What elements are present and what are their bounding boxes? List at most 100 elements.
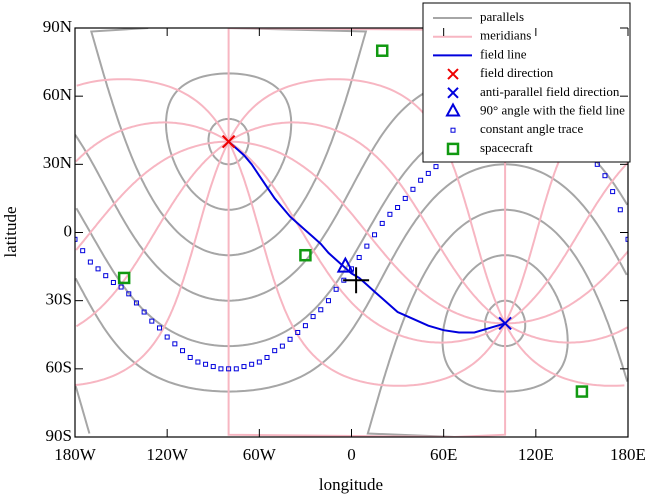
- marker: [110, 279, 116, 285]
- marker: [256, 359, 262, 365]
- marker: [218, 366, 224, 372]
- marker: [575, 385, 589, 398]
- marker: [164, 334, 170, 340]
- marker: [149, 318, 155, 324]
- marker: [141, 309, 147, 315]
- y-tick-label: 90N: [43, 17, 72, 36]
- legend-label: 90° angle with the field line: [480, 102, 625, 117]
- marker: [126, 291, 132, 297]
- y-axis-label: latitude: [1, 207, 20, 258]
- marker: [172, 341, 178, 347]
- marker: [226, 366, 232, 372]
- marker: [375, 44, 389, 57]
- legend-label: meridians: [480, 28, 531, 43]
- y-tick-label: 30N: [43, 153, 72, 172]
- marker: [625, 236, 628, 242]
- marker: [87, 259, 93, 265]
- marker: [602, 173, 608, 179]
- marker: [233, 366, 239, 372]
- marker: [325, 298, 331, 304]
- marker: [336, 256, 355, 273]
- x-tick-label: 60E: [430, 445, 457, 464]
- y-tick-label: 90S: [46, 426, 72, 445]
- meridian: [75, 121, 628, 325]
- marker: [299, 248, 312, 262]
- legend-label: field line: [480, 46, 527, 61]
- marker: [156, 325, 162, 331]
- marker: [402, 195, 408, 201]
- legend-box: [422, 2, 631, 163]
- marker: [395, 205, 401, 211]
- field-line: [227, 140, 506, 334]
- legend-label: field direction: [480, 65, 554, 80]
- marker: [379, 220, 385, 226]
- legend-swatch: [446, 142, 460, 156]
- y-tick-label: 60S: [46, 358, 72, 377]
- legend-label: spacecraft: [480, 140, 533, 155]
- marker: [617, 207, 623, 213]
- marker: [318, 307, 324, 313]
- legend-label: anti-parallel field direction: [480, 84, 620, 99]
- marker: [425, 170, 431, 176]
- marker: [80, 248, 86, 254]
- x-tick-label: 120E: [518, 445, 554, 464]
- marker: [295, 329, 301, 335]
- marker: [95, 266, 101, 272]
- marker: [272, 348, 278, 354]
- meridian: [227, 141, 506, 387]
- marker: [610, 189, 616, 195]
- marker: [195, 359, 201, 365]
- y-tick-label: 30S: [46, 290, 72, 309]
- marker: [387, 211, 393, 217]
- meridian: [75, 141, 625, 387]
- marker: [264, 354, 270, 360]
- x-tick-label: 180E: [610, 445, 646, 464]
- legend-swatch: [447, 87, 459, 99]
- marker: [241, 364, 247, 370]
- legend-label: parallels: [480, 9, 524, 24]
- marker: [333, 286, 339, 292]
- marker: [103, 273, 109, 279]
- marker: [117, 271, 131, 285]
- marker: [410, 186, 416, 192]
- x-tick-label: 180W: [54, 445, 97, 464]
- marker: [364, 243, 370, 249]
- marker: [433, 164, 439, 170]
- meridian: [75, 140, 628, 344]
- meridian: [228, 140, 506, 325]
- marker: [498, 316, 512, 331]
- meridian: [228, 140, 506, 344]
- x-tick-label: 60W: [243, 445, 277, 464]
- marker: [418, 177, 424, 183]
- marker: [310, 314, 316, 320]
- marker: [356, 254, 362, 260]
- meridian: [228, 121, 506, 325]
- marker: [133, 300, 139, 306]
- meridian: [75, 140, 628, 325]
- x-axis-label: longitude: [319, 475, 383, 494]
- marker: [203, 361, 209, 367]
- parallel: [75, 163, 628, 393]
- marker: [75, 236, 78, 242]
- x-tick-label: 0: [347, 445, 356, 464]
- marker: [372, 232, 378, 238]
- x-tick-label: 120W: [146, 445, 189, 464]
- marker: [249, 361, 255, 367]
- marker: [221, 134, 236, 149]
- marker: [118, 284, 124, 290]
- marker: [279, 343, 285, 349]
- legend-swatch: [447, 68, 459, 80]
- crosshair: [343, 267, 370, 294]
- y-tick-label: 0: [64, 221, 73, 240]
- y-tick-label: 60N: [43, 85, 72, 104]
- meridian: [227, 141, 507, 437]
- marker: [302, 323, 308, 329]
- marker: [187, 354, 193, 360]
- marker: [287, 336, 293, 342]
- legend-label: constant angle trace: [480, 121, 583, 136]
- marker: [210, 364, 216, 370]
- legend: parallels meridians field line field direct…: [422, 2, 631, 163]
- legend-swatch: [450, 127, 456, 133]
- legend-swatch: [445, 102, 461, 117]
